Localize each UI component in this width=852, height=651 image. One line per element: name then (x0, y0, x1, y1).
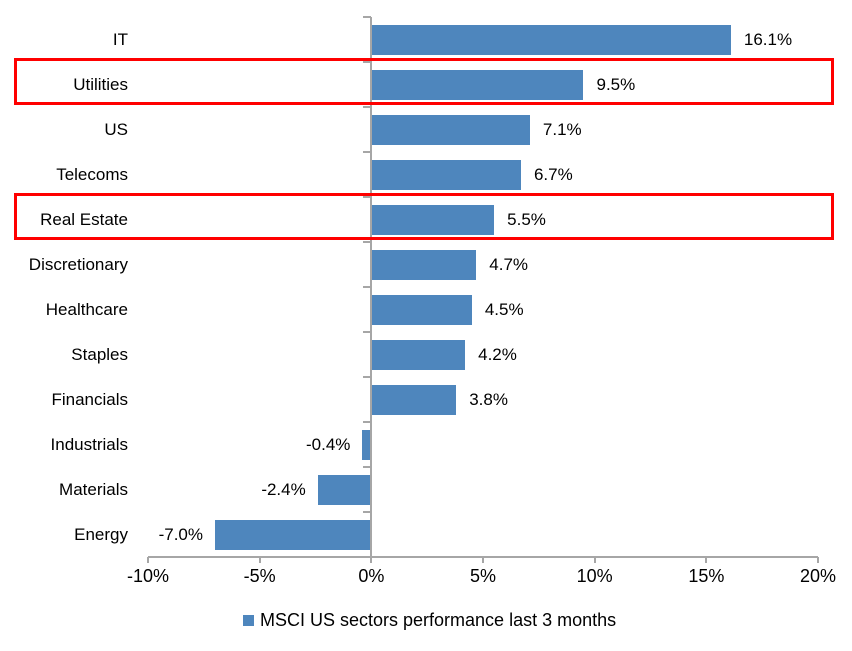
bar (371, 204, 495, 235)
category-label: Discretionary (28, 254, 128, 274)
bar (371, 384, 457, 415)
category-tick (363, 241, 372, 243)
bar (371, 159, 521, 190)
x-axis-tick (370, 557, 373, 563)
value-label: -0.4% (305, 434, 351, 454)
x-tick-label: 20% (799, 566, 837, 586)
category-label: Materials (59, 479, 128, 499)
x-tick-label: 5% (469, 566, 496, 586)
category-tick (363, 331, 372, 333)
category-label: IT (112, 29, 128, 49)
value-label: 5.5% (507, 209, 546, 229)
category-label: Healthcare (45, 299, 128, 319)
category-label: Energy (74, 524, 128, 544)
category-tick (363, 466, 372, 468)
category-label: Utilities (73, 74, 128, 94)
category-label: Financials (51, 389, 128, 409)
category-tick (363, 16, 372, 18)
x-tick-label: -10% (126, 566, 170, 586)
bar (215, 519, 372, 550)
value-label: 6.7% (533, 164, 573, 184)
x-axis-tick (705, 557, 708, 563)
category-tick (363, 511, 372, 513)
bar (371, 339, 466, 370)
x-axis-tick (817, 557, 819, 563)
x-axis-tick (147, 557, 149, 563)
category-tick (363, 376, 372, 378)
value-label: 16.1% (743, 29, 793, 49)
category-label: Staples (71, 344, 128, 364)
bar (371, 69, 584, 100)
bar (371, 249, 477, 280)
category-label: Real Estate (40, 209, 128, 229)
category-tick (363, 151, 372, 153)
bar (371, 114, 530, 145)
x-axis-tick (258, 557, 261, 563)
category-tick (363, 286, 372, 288)
x-axis-tick (593, 557, 596, 563)
category-tick (363, 421, 372, 423)
legend: MSCI US sectors performance last 3 month… (243, 610, 616, 631)
x-tick-label: -5% (243, 566, 276, 586)
category-label: Telecoms (56, 164, 128, 184)
value-label: 4.5% (484, 299, 524, 319)
legend-label: MSCI US sectors performance last 3 month… (260, 610, 617, 630)
value-label: 4.7% (489, 254, 529, 274)
bar (362, 429, 372, 460)
legend-marker-square (243, 615, 254, 626)
bar (371, 24, 731, 55)
value-label: -7.0% (158, 524, 203, 544)
category-label: US (104, 119, 128, 139)
bar (317, 474, 372, 505)
x-axis-tick (482, 557, 484, 563)
value-label: 9.5% (596, 74, 636, 94)
x-tick-label: 0% (358, 566, 385, 586)
highlight-box-utilities (14, 58, 834, 105)
x-tick-label: 15% (688, 566, 725, 586)
category-tick (363, 196, 372, 198)
highlight-box-real-estate (14, 193, 834, 240)
value-label: -2.4% (261, 479, 306, 499)
value-label: 7.1% (542, 119, 582, 139)
bar (371, 294, 472, 325)
category-tick (363, 61, 372, 63)
category-label: Industrials (50, 434, 128, 454)
x-tick-label: 10% (576, 566, 613, 586)
value-label: 3.8% (469, 389, 508, 409)
value-label: 4.2% (478, 344, 517, 364)
category-axis-line (370, 17, 373, 563)
category-tick (363, 106, 372, 108)
